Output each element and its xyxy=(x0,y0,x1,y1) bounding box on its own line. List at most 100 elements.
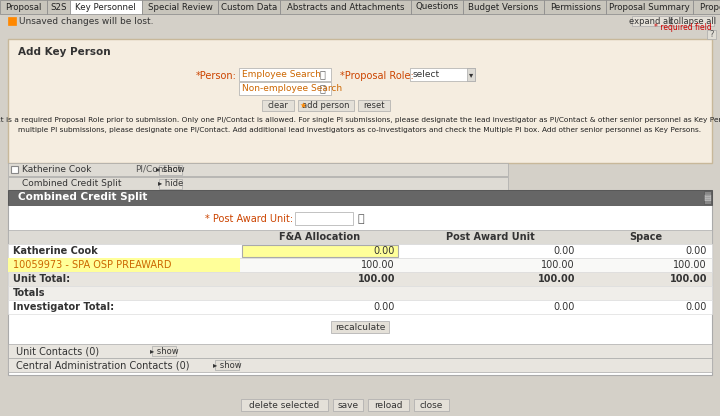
Text: 0.00: 0.00 xyxy=(685,302,707,312)
Bar xyxy=(544,0,606,14)
Text: Post Award Unit: Post Award Unit xyxy=(446,232,534,242)
Bar xyxy=(8,300,712,314)
Bar xyxy=(358,100,390,111)
Text: 0.00: 0.00 xyxy=(374,302,395,312)
Bar xyxy=(159,165,182,175)
Text: S2S: S2S xyxy=(50,2,67,12)
Text: 100.00: 100.00 xyxy=(541,260,575,270)
Bar xyxy=(632,16,670,26)
Text: Abstracts and Attachments: Abstracts and Attachments xyxy=(287,2,404,12)
Bar xyxy=(467,68,475,81)
Text: Proposal Summary: Proposal Summary xyxy=(609,2,690,12)
Bar xyxy=(295,212,353,225)
Text: ▤: ▤ xyxy=(703,193,711,202)
Text: Permissions: Permissions xyxy=(549,2,600,12)
Text: ▸ hide: ▸ hide xyxy=(158,179,183,188)
Text: * Post Award Unit:: * Post Award Unit: xyxy=(205,214,293,224)
Text: 0.00: 0.00 xyxy=(554,246,575,256)
Text: reset: reset xyxy=(364,101,384,110)
Text: close: close xyxy=(420,401,443,409)
Bar xyxy=(331,321,389,333)
Text: Unit Contacts (0): Unit Contacts (0) xyxy=(16,346,99,356)
Bar xyxy=(48,0,70,14)
Text: ★: ★ xyxy=(300,101,307,110)
Text: Key Personnel: Key Personnel xyxy=(76,2,136,12)
Text: multiple PI submissions, please designate one PI/Contact. Add additional lead in: multiple PI submissions, please designat… xyxy=(19,127,701,133)
Text: PI/Contact is a required Proposal Role prior to submission. Only one PI/Contact : PI/Contact is a required Proposal Role p… xyxy=(0,117,720,123)
Bar xyxy=(8,177,508,190)
Text: ⌕: ⌕ xyxy=(320,84,326,94)
Text: Budget Versions: Budget Versions xyxy=(468,2,539,12)
Bar xyxy=(413,399,449,411)
Bar xyxy=(463,0,544,14)
Text: 100.00: 100.00 xyxy=(538,274,575,284)
Bar xyxy=(239,82,331,95)
Bar xyxy=(693,0,720,14)
Bar xyxy=(280,0,410,14)
Bar xyxy=(241,399,328,411)
Text: *Person:: *Person: xyxy=(196,71,237,81)
Text: ▸ show: ▸ show xyxy=(150,347,179,356)
Bar xyxy=(672,16,714,26)
Text: ⌕: ⌕ xyxy=(320,69,326,79)
Bar xyxy=(8,190,712,375)
Text: recalculate: recalculate xyxy=(335,322,385,332)
Bar xyxy=(8,258,240,272)
Text: Combined Credit Split: Combined Credit Split xyxy=(22,179,122,188)
Text: 0.00: 0.00 xyxy=(554,302,575,312)
Bar xyxy=(333,399,363,411)
Text: Unsaved changes will be lost.: Unsaved changes will be lost. xyxy=(19,17,153,25)
Bar xyxy=(704,191,711,204)
Text: delete selected: delete selected xyxy=(249,401,320,409)
Bar xyxy=(152,346,176,356)
Bar xyxy=(8,244,712,258)
Bar xyxy=(8,163,508,176)
Bar xyxy=(215,360,239,370)
Text: F&A Allocation: F&A Allocation xyxy=(279,232,361,242)
Text: Employee Search: Employee Search xyxy=(242,70,321,79)
Bar xyxy=(410,0,463,14)
Text: Space: Space xyxy=(629,232,662,242)
Text: *Proposal Role:: *Proposal Role: xyxy=(340,71,414,81)
Text: Proposal Actions: Proposal Actions xyxy=(701,2,720,12)
Text: Special Review: Special Review xyxy=(148,2,212,12)
Bar xyxy=(0,14,720,28)
Text: ⌕: ⌕ xyxy=(357,214,364,224)
Bar xyxy=(606,0,693,14)
Text: select: select xyxy=(413,70,440,79)
Text: Katherine Cook: Katherine Cook xyxy=(13,246,98,256)
Text: add person: add person xyxy=(302,101,350,110)
Text: Central Administration Contacts (0): Central Administration Contacts (0) xyxy=(16,360,189,370)
Text: Unit Total:: Unit Total: xyxy=(13,274,70,284)
Text: 10059973 - SPA OSP PREAWARD: 10059973 - SPA OSP PREAWARD xyxy=(13,260,171,270)
Text: 0.00: 0.00 xyxy=(374,246,395,256)
Text: ?: ? xyxy=(709,30,714,39)
Bar xyxy=(8,272,712,286)
Text: 100.00: 100.00 xyxy=(358,274,395,284)
Text: Investigator Total:: Investigator Total: xyxy=(13,302,114,312)
Bar xyxy=(159,179,182,189)
Bar xyxy=(8,17,16,25)
Bar xyxy=(8,358,712,372)
Bar xyxy=(707,30,716,39)
Bar xyxy=(8,190,712,205)
Text: collapse all: collapse all xyxy=(670,17,716,25)
Text: 0.00: 0.00 xyxy=(685,246,707,256)
Bar xyxy=(298,100,354,111)
Bar xyxy=(410,68,475,81)
Text: ▾: ▾ xyxy=(469,70,473,79)
Bar xyxy=(242,245,398,257)
Bar xyxy=(8,230,712,244)
Bar xyxy=(262,100,294,111)
Text: Non-employee Search: Non-employee Search xyxy=(242,84,342,93)
Text: Custom Data: Custom Data xyxy=(221,2,277,12)
Text: Add Key Person: Add Key Person xyxy=(18,47,111,57)
Bar xyxy=(8,344,712,358)
Text: Totals: Totals xyxy=(13,288,45,298)
Bar xyxy=(142,0,218,14)
Text: 100.00: 100.00 xyxy=(361,260,395,270)
Text: Combined Credit Split: Combined Credit Split xyxy=(18,193,148,203)
Bar xyxy=(11,166,18,173)
Text: Questions: Questions xyxy=(415,2,458,12)
Text: Katherine Cook: Katherine Cook xyxy=(22,165,91,174)
